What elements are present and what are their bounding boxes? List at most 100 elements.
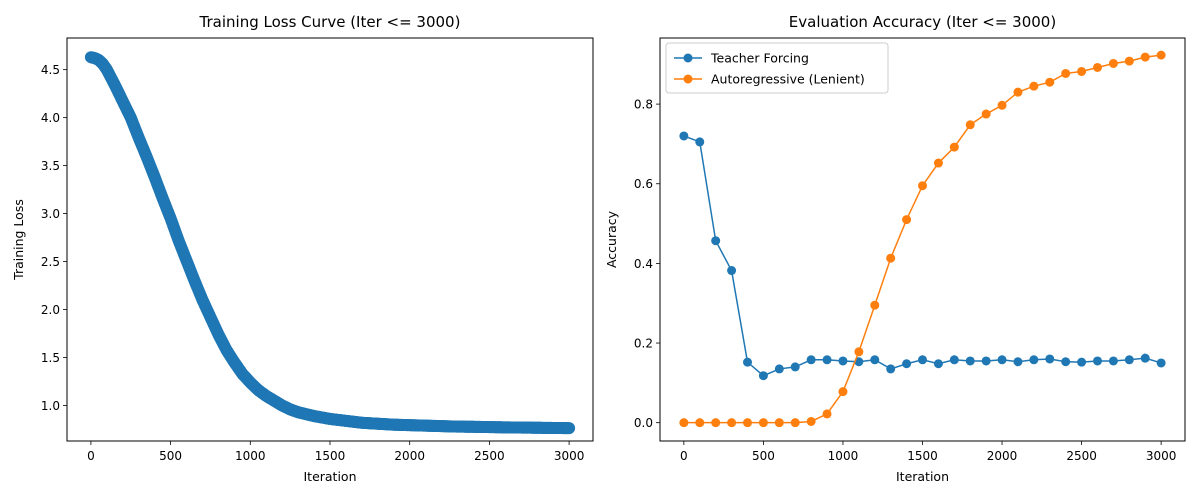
x-tick-label: 3000 — [1146, 449, 1177, 463]
series-point — [918, 355, 927, 365]
series-point — [870, 355, 880, 365]
series-line — [683, 135, 1162, 377]
series-point — [711, 418, 721, 428]
series-point — [822, 409, 832, 419]
x-tick-label: 1000 — [235, 449, 266, 463]
series-point — [1093, 62, 1102, 72]
series-point — [743, 418, 752, 428]
y-tick-label: 3.0 — [41, 207, 60, 221]
series-point — [981, 109, 991, 119]
legend-label: Autoregressive (Lenient) — [711, 72, 865, 87]
series-point — [981, 356, 991, 366]
y-axis-label: Training Loss — [11, 199, 26, 281]
x-tick-label: 2000 — [394, 449, 425, 463]
series-point — [1029, 81, 1039, 91]
x-tick-label: 1500 — [315, 449, 346, 463]
series-point — [1045, 354, 1055, 364]
series-point — [806, 355, 816, 365]
x-tick-label: 1500 — [907, 449, 938, 463]
series-point — [1029, 355, 1039, 365]
y-tick-label: 0.2 — [634, 337, 653, 351]
series-point — [806, 416, 816, 426]
series-point — [1108, 58, 1118, 68]
series-point — [965, 356, 975, 366]
series-point — [838, 387, 848, 397]
legend-marker — [683, 53, 693, 63]
x-tick-label: 2500 — [1066, 449, 1097, 463]
series-point — [727, 266, 737, 276]
y-tick-label: 4.5 — [41, 63, 60, 77]
series-point — [758, 371, 768, 381]
x-tick-label: 2000 — [987, 449, 1018, 463]
series-point — [965, 120, 975, 130]
legend-label: Teacher Forcing — [710, 51, 809, 66]
series-point — [854, 357, 864, 367]
series-point — [790, 418, 800, 428]
y-axis-label: Accuracy — [604, 210, 619, 268]
y-tick-label: 0.4 — [634, 257, 653, 271]
series-point — [1077, 357, 1087, 367]
series-point — [1108, 356, 1118, 366]
series-point — [711, 236, 721, 246]
x-tick-label: 500 — [159, 449, 182, 463]
series-point — [1124, 355, 1134, 365]
legend-box — [665, 42, 889, 94]
x-tick-label: 0 — [680, 449, 688, 463]
y-tick-label: 0.8 — [634, 98, 653, 112]
axes-frame — [659, 37, 1186, 442]
series-point — [790, 362, 800, 372]
series-point — [1061, 357, 1071, 367]
series-point — [933, 359, 943, 369]
x-tick-label: 0 — [87, 449, 95, 463]
series-point — [1156, 50, 1166, 60]
series-point — [774, 364, 784, 374]
series-point — [886, 253, 896, 263]
series-point — [1140, 52, 1150, 62]
y-tick-label: 0.0 — [634, 416, 653, 430]
series-point — [1140, 353, 1150, 363]
x-tick-label: 3000 — [554, 449, 585, 463]
y-tick-label: 1.5 — [41, 351, 60, 365]
x-axis-label: Iteration — [896, 469, 949, 484]
y-tick-label: 1.0 — [41, 399, 60, 413]
series-line — [683, 54, 1162, 424]
series-point — [838, 356, 848, 366]
series-point — [933, 158, 943, 168]
series-point — [1013, 87, 1023, 97]
series-point — [679, 418, 689, 428]
series-point — [997, 355, 1007, 365]
series-point — [949, 142, 959, 152]
series-point — [902, 215, 912, 225]
series-point — [870, 300, 880, 310]
series-point — [854, 347, 864, 357]
series-point — [774, 418, 784, 428]
x-tick-label: 1000 — [828, 449, 859, 463]
series-point — [886, 364, 896, 374]
axes-frame — [66, 37, 594, 442]
series-point — [902, 359, 912, 369]
y-tick-label: 3.5 — [41, 159, 60, 173]
series-point — [758, 418, 768, 428]
legend-marker — [683, 74, 693, 84]
x-axis-label: Iteration — [303, 469, 356, 484]
series-point — [1124, 56, 1134, 66]
plot-area — [84, 51, 576, 435]
series-point — [679, 131, 689, 141]
series-point — [822, 355, 832, 365]
series-point — [1077, 66, 1087, 76]
series-point — [695, 418, 705, 428]
loss-point — [563, 422, 576, 435]
series-point — [727, 418, 737, 428]
series-point — [997, 100, 1007, 110]
series-point — [743, 357, 752, 367]
series-point — [1093, 356, 1102, 366]
y-tick-label: 2.5 — [41, 255, 60, 269]
x-tick-label: 500 — [752, 449, 775, 463]
series-point — [918, 181, 927, 191]
y-tick-label: 4.0 — [41, 111, 60, 125]
chart-title: Training Loss Curve (Iter <= 3000) — [199, 13, 461, 31]
series-point — [949, 355, 959, 365]
plot-area — [679, 50, 1166, 428]
x-tick-label: 2500 — [474, 449, 505, 463]
